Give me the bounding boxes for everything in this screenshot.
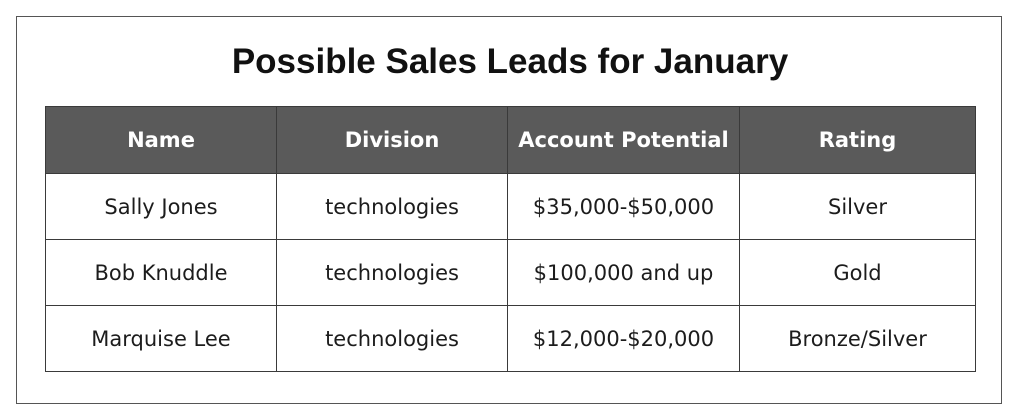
cell-rating: Bronze/Silver <box>739 305 976 372</box>
column-header-name: Name <box>45 106 277 174</box>
cell-name: Marquise Lee <box>45 305 277 372</box>
page-title: Possible Sales Leads for January <box>231 42 789 81</box>
cell-account-potential: $35,000-$50,000 <box>507 173 740 240</box>
cell-account-potential: $100,000 and up <box>507 239 740 306</box>
column-header-division: Division <box>276 106 508 174</box>
cell-account-potential: $12,000-$20,000 <box>507 305 740 372</box>
sales-leads-table: Name Division Account Potential Rating S… <box>45 106 976 372</box>
column-header-rating: Rating <box>739 106 976 174</box>
table-row: Sally Jones technologies $35,000-$50,000… <box>45 173 976 240</box>
cell-division: technologies <box>276 305 508 372</box>
table-header-row: Name Division Account Potential Rating <box>45 106 976 174</box>
cell-rating: Gold <box>739 239 976 306</box>
table-row: Bob Knuddle technologies $100,000 and up… <box>45 239 976 306</box>
cell-name: Sally Jones <box>45 173 277 240</box>
cell-division: technologies <box>276 173 508 240</box>
column-header-account-potential: Account Potential <box>507 106 740 174</box>
cell-name: Bob Knuddle <box>45 239 277 306</box>
cell-rating: Silver <box>739 173 976 240</box>
cell-division: technologies <box>276 239 508 306</box>
table-row: Marquise Lee technologies $12,000-$20,00… <box>45 305 976 372</box>
